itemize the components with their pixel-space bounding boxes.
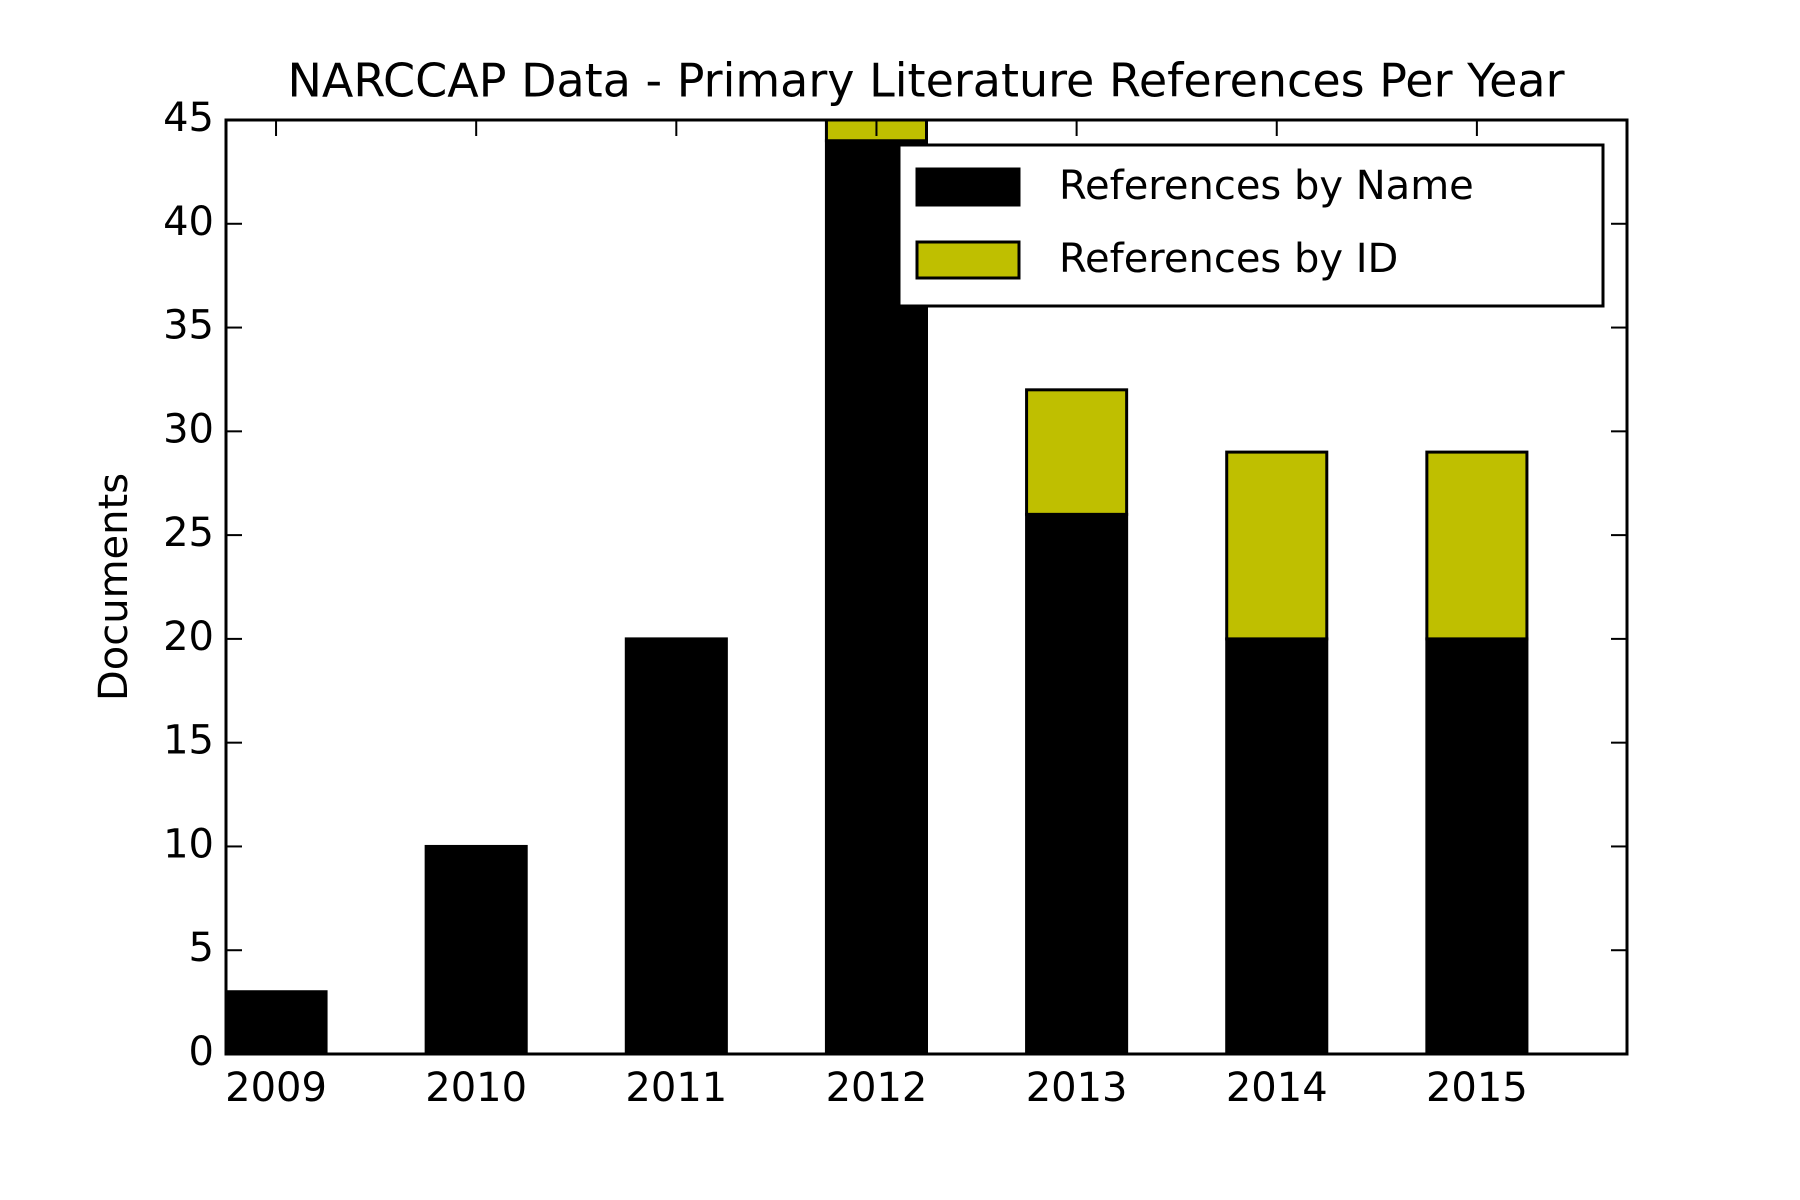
bar-segment [1225,637,1329,1054]
legend-swatch [915,167,1021,207]
bar-segment [1425,450,1529,641]
chart-title: NARCCAP Data - Primary Literature Refere… [287,54,1564,108]
x-tick-label: 2015 [1426,1065,1528,1111]
y-tick-label: 25 [163,510,214,556]
legend-label: References by Name [1059,163,1474,209]
x-tick-label: 2009 [225,1065,327,1111]
bar-segment [1425,637,1529,1054]
x-tick-label: 2013 [1026,1065,1128,1111]
y-tick-label: 10 [163,821,214,867]
x-tick-label: 2010 [425,1065,527,1111]
y-axis-label: Documents [91,473,137,701]
y-tick-label: 40 [163,199,214,245]
y-tick-label: 20 [163,614,214,660]
legend-label: References by ID [1059,236,1398,282]
y-tick-label: 5 [189,925,214,971]
bar-segment [1225,450,1329,641]
x-tick-label: 2012 [826,1065,928,1111]
x-tick-label: 2011 [625,1065,727,1111]
y-tick-label: 30 [163,406,214,452]
y-tick-label: 0 [189,1029,214,1075]
axes-frame [224,118,1629,1056]
bar-segment [424,844,528,1054]
bar-segment [624,637,728,1054]
y-tick-label: 15 [163,718,214,764]
y-tick-label: 45 [163,95,214,141]
y-tick-label: 35 [163,303,214,349]
bar-segment [1025,512,1129,1054]
bar-segment [1025,388,1129,516]
x-tick-label: 2014 [1226,1065,1328,1111]
legend-swatch [915,240,1021,280]
